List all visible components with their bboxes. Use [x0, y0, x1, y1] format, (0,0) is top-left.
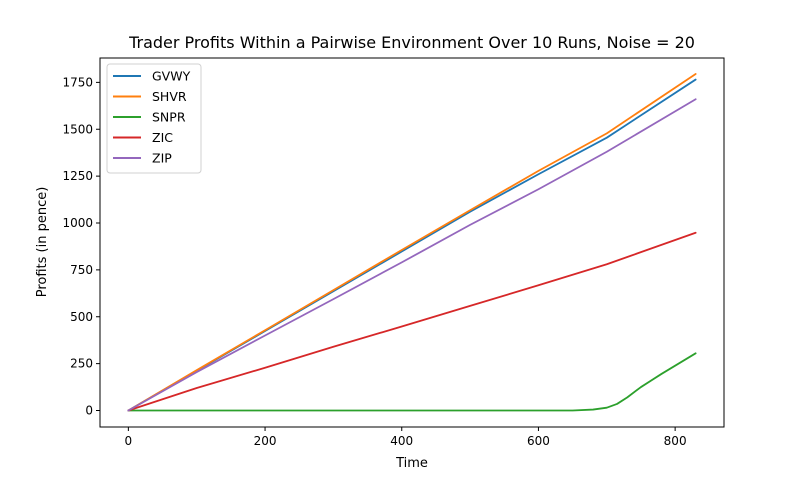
legend-items: GVWY SHVR SNPR ZIC ZIP [113, 69, 191, 166]
y-tick-label: 750 [70, 263, 93, 277]
y-axis-label: Profits (in pence) [35, 187, 50, 298]
series-line-shvr [127, 73, 697, 412]
x-tick-label: 200 [254, 434, 277, 448]
x-tick-label: 800 [664, 434, 687, 448]
series-lines [127, 73, 697, 412]
legend-label-zic: ZIC [152, 130, 173, 145]
legend-label-snpr: SNPR [152, 110, 186, 125]
x-axis-label: Time [395, 456, 428, 471]
x-axis-ticks: 0 200 400 600 800 [125, 427, 687, 448]
chart-title: Trader Profits Within a Pairwise Environ… [128, 33, 695, 52]
x-tick-label: 600 [527, 434, 550, 448]
y-tick-label: 1000 [62, 216, 93, 230]
y-tick-label: 1500 [62, 122, 93, 136]
plot-area: 0 200 400 600 800 0 250 500 750 1000 1250 1500 1750 [62, 57, 725, 448]
y-tick-label: 0 [85, 404, 93, 418]
x-tick-label: 0 [125, 434, 133, 448]
legend-label-gvwy: GVWY [152, 69, 191, 84]
series-line-snpr [127, 352, 697, 412]
x-tick-label: 400 [390, 434, 413, 448]
legend-label-shvr: SHVR [152, 89, 187, 104]
legend-label-zip: ZIP [152, 151, 172, 166]
y-tick-label: 500 [70, 310, 93, 324]
y-tick-label: 1750 [62, 75, 93, 89]
axes-frame [99, 57, 725, 428]
y-tick-label: 250 [70, 357, 93, 371]
legend-frame [106, 63, 202, 174]
series-line-zip [127, 98, 697, 412]
y-tick-label: 1250 [62, 169, 93, 183]
legend: GVWY SHVR SNPR ZIC ZIP [106, 63, 202, 174]
y-axis-ticks: 0 250 500 750 1000 1250 1500 1750 [62, 75, 100, 418]
series-line-zic [127, 231, 697, 412]
